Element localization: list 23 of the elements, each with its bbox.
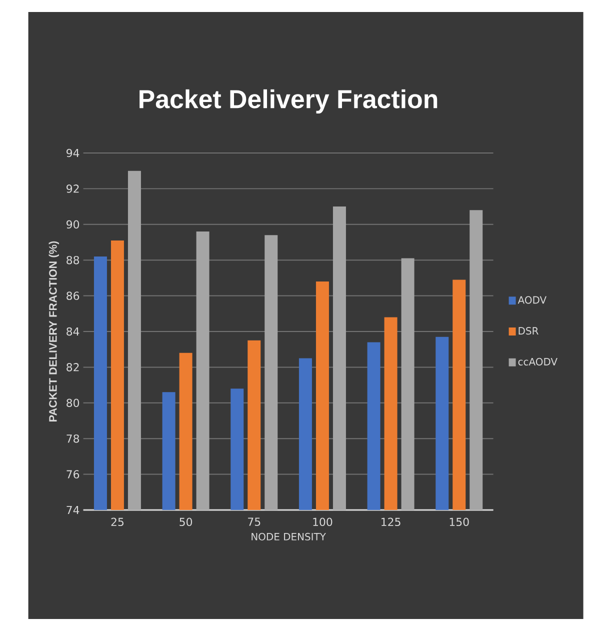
x-tick-label: 125 (381, 518, 400, 526)
y-tick-label: 76 (66, 470, 79, 478)
legend-label: DSR (518, 327, 538, 335)
x-tick-label: 75 (248, 518, 260, 526)
x-tick-label: 150 (450, 518, 469, 526)
x-tick-label: 50 (180, 518, 192, 526)
y-tick-label: 80 (66, 398, 79, 408)
y-tick-label: 88 (66, 256, 79, 264)
legend-label: AODV (518, 296, 546, 304)
y-tick-label: 92 (66, 184, 79, 193)
y-tick-label: 74 (66, 506, 80, 514)
y-tick-label: 82 (66, 363, 79, 372)
y-tick-label: 78 (66, 434, 79, 443)
chart-title: Packet Delivery Fraction (139, 89, 437, 114)
y-tick-label: 94 (66, 148, 80, 158)
y-tick-label: 86 (66, 292, 79, 300)
y-axis-title: PACKET DELIVERY FRACTION (%) (48, 241, 59, 422)
y-tick-label: 84 (66, 327, 80, 336)
x-tick-label: 100 (313, 518, 332, 526)
x-tick-label: 25 (111, 518, 124, 526)
legend-label: ccAODV (518, 358, 558, 366)
y-tick-label: 90 (66, 220, 79, 229)
x-axis-title: NODE DENSITY (252, 532, 326, 540)
